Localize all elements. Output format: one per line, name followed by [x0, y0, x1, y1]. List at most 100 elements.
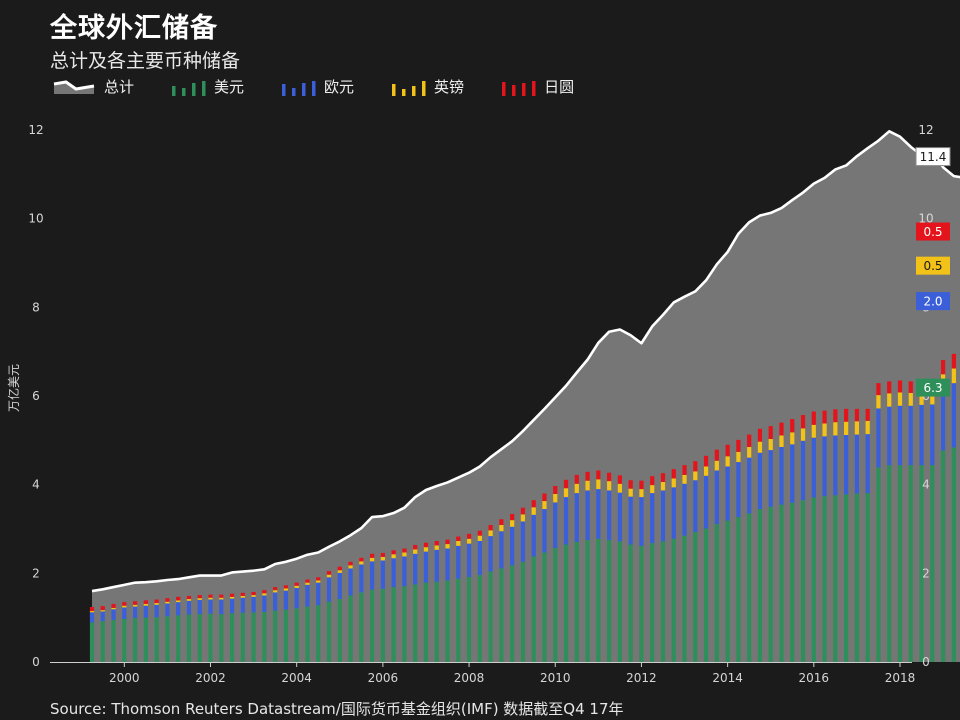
bar-usd	[833, 495, 838, 662]
bar-usd	[617, 541, 622, 662]
x-tick-label: 2008	[454, 671, 485, 685]
bar-gbp	[585, 480, 590, 491]
bar-gbp	[337, 570, 342, 573]
bar-jpy	[940, 360, 946, 375]
bar-jpy	[714, 449, 719, 461]
bar-jpy	[445, 539, 450, 545]
bar-eur	[154, 604, 159, 618]
legend-bar-icon-usd	[172, 80, 206, 96]
end-label-box-total	[915, 147, 951, 167]
bar-gbp	[143, 603, 148, 606]
bar-eur	[326, 577, 332, 602]
legend-item-jpy[interactable]: 日圆	[500, 76, 574, 97]
bar-gbp	[111, 607, 116, 610]
bar-gbp	[316, 580, 321, 583]
legend-label-usd: 美元	[214, 78, 245, 96]
y-tick-label-right: 2	[922, 566, 930, 580]
legend-item-eur[interactable]: 欧元	[280, 76, 354, 97]
legend-item-total[interactable]: 总计	[52, 76, 134, 97]
bar-eur	[876, 408, 881, 468]
bar-gbp	[122, 605, 127, 608]
bar-gbp	[466, 538, 472, 544]
bar-eur	[240, 597, 245, 613]
bar-jpy	[768, 426, 773, 440]
chart-subtitle: 总计及各主要币种储备	[50, 50, 241, 72]
bar-jpy	[757, 428, 763, 442]
end-label-box-usd	[916, 378, 950, 397]
bar-usd	[865, 493, 870, 662]
bar-eur	[488, 536, 493, 572]
y-tick-label-left: 6	[32, 389, 40, 403]
bar-eur	[370, 561, 375, 590]
bar-gbp	[413, 549, 418, 554]
bar-jpy	[811, 411, 816, 425]
end-label-usd: 6.3	[923, 381, 942, 395]
bar-usd	[800, 500, 806, 662]
bar-usd	[682, 535, 687, 662]
bar-gbp	[607, 481, 612, 491]
legend-item-gbp[interactable]: 英镑	[390, 76, 464, 97]
bar-eur	[725, 466, 730, 521]
bar-gbp	[186, 599, 192, 601]
bar-gbp	[574, 483, 579, 494]
bar-usd	[294, 608, 299, 662]
bar-usd	[520, 561, 526, 662]
bar-jpy	[510, 513, 515, 521]
bar-eur	[607, 490, 612, 541]
bar-jpy	[370, 553, 375, 558]
bar-jpy	[779, 422, 784, 436]
bar-eur	[499, 531, 504, 569]
bar-eur	[703, 475, 709, 529]
bar-jpy	[844, 408, 849, 422]
bar-usd	[585, 540, 590, 662]
bar-usd	[919, 465, 924, 662]
bar-jpy	[208, 594, 213, 598]
bar-gbp	[650, 485, 655, 494]
bar-eur	[542, 509, 547, 553]
bar-eur	[650, 493, 655, 544]
bar-gbp	[176, 600, 181, 603]
legend-label-gbp: 英镑	[434, 78, 465, 96]
bar-jpy	[197, 595, 202, 599]
bar-jpy	[132, 601, 138, 605]
bar-gbp	[294, 585, 299, 588]
y-tick-label-left: 2	[32, 566, 40, 580]
bar-usd	[703, 528, 709, 662]
bar-eur	[176, 602, 181, 616]
bar-gbp	[240, 595, 245, 598]
legend-item-usd[interactable]: 美元	[170, 76, 244, 97]
bar-jpy	[423, 542, 429, 548]
x-tick-label: 2018	[885, 671, 916, 685]
bar-gbp	[154, 603, 159, 605]
bar-gbp	[779, 435, 784, 447]
bar-gbp	[477, 535, 482, 541]
bar-eur	[553, 502, 558, 549]
bar-usd	[531, 556, 536, 662]
bar-gbp	[219, 597, 224, 600]
bar-usd	[897, 465, 903, 662]
bar-gbp	[165, 601, 170, 604]
bar-usd	[757, 509, 763, 662]
legend-label-jpy: 日圆	[544, 78, 575, 96]
source-note: Source: Thomson Reuters Datastream/国际货币基…	[50, 700, 624, 718]
bar-eur	[779, 446, 784, 505]
chart-title: 全球外汇储备	[50, 13, 218, 44]
bar-gbp	[348, 565, 353, 569]
bar-gbp	[510, 520, 515, 527]
bar-usd	[693, 532, 698, 662]
total-line	[91, 130, 960, 593]
bar-jpy	[628, 480, 633, 489]
bar-gbp	[639, 489, 644, 498]
bar-jpy	[456, 536, 461, 541]
bar-gbp	[660, 482, 666, 491]
bar-usd	[208, 613, 213, 662]
x-tick-label: 2006	[368, 671, 399, 685]
bar-eur	[294, 587, 299, 609]
bar-usd	[445, 580, 450, 662]
bar-eur	[143, 605, 148, 618]
bar-usd	[940, 450, 946, 662]
bar-gbp	[402, 552, 407, 557]
bar-jpy	[617, 475, 622, 484]
bar-eur	[639, 497, 644, 546]
bar-gbp	[833, 422, 838, 436]
